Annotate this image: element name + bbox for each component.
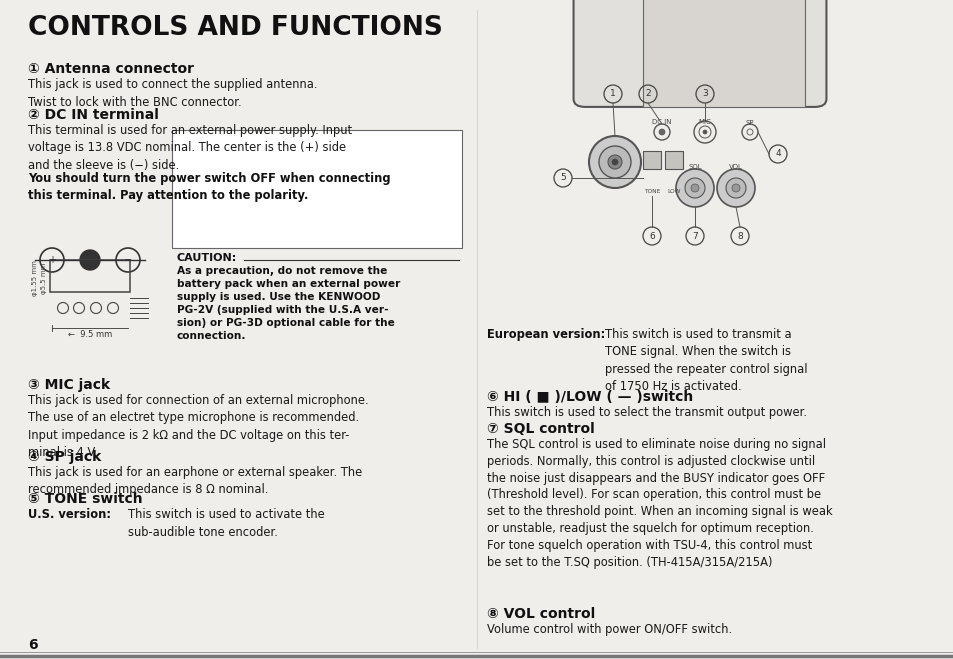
Text: ⑥ HI ( ■ )/LOW ( — )switch: ⑥ HI ( ■ )/LOW ( — )switch <box>486 390 693 404</box>
Text: LOW: LOW <box>666 189 680 194</box>
Ellipse shape <box>588 136 640 188</box>
Text: This switch is used to activate the
sub-audible tone encoder.: This switch is used to activate the sub-… <box>128 508 324 538</box>
Text: VOL: VOL <box>728 164 742 170</box>
Ellipse shape <box>598 146 630 178</box>
Ellipse shape <box>702 130 706 134</box>
Text: ④ SP jack: ④ SP jack <box>28 450 101 464</box>
Ellipse shape <box>725 178 745 198</box>
FancyBboxPatch shape <box>642 0 804 107</box>
Text: CAUTION:: CAUTION: <box>177 253 237 263</box>
Ellipse shape <box>80 250 100 270</box>
Text: Volume control with power ON/OFF switch.: Volume control with power ON/OFF switch. <box>486 623 731 636</box>
Text: −: − <box>124 255 132 265</box>
Text: ⑦ SQL control: ⑦ SQL control <box>486 422 594 436</box>
Text: +: + <box>48 255 56 265</box>
Text: φ5.5 mm: φ5.5 mm <box>41 262 47 294</box>
Ellipse shape <box>690 184 699 192</box>
Text: 1: 1 <box>610 90 616 98</box>
Text: ② DC IN terminal: ② DC IN terminal <box>28 108 159 122</box>
FancyBboxPatch shape <box>664 151 682 169</box>
Text: This switch is used to transmit a
TONE signal. When the switch is
pressed the re: This switch is used to transmit a TONE s… <box>604 328 806 393</box>
Text: U.S. version:: U.S. version: <box>28 508 111 521</box>
Text: MIC: MIC <box>698 119 711 125</box>
Text: ⑧ VOL control: ⑧ VOL control <box>486 607 595 621</box>
FancyBboxPatch shape <box>172 130 461 248</box>
Text: 8: 8 <box>737 231 742 241</box>
Text: ③ MIC jack: ③ MIC jack <box>28 378 110 392</box>
Text: European version:: European version: <box>486 328 604 341</box>
Ellipse shape <box>607 155 621 169</box>
FancyBboxPatch shape <box>573 0 825 107</box>
Text: φ1.55 mm: φ1.55 mm <box>32 260 38 296</box>
Text: TONE: TONE <box>643 189 659 194</box>
Text: 4: 4 <box>775 150 780 159</box>
Text: This terminal is used for an external power supply. Input
voltage is 13.8 VDC no: This terminal is used for an external po… <box>28 124 352 172</box>
Text: CONTROLS AND FUNCTIONS: CONTROLS AND FUNCTIONS <box>28 15 442 41</box>
Text: You should turn the power switch OFF when connecting
this terminal. Pay attentio: You should turn the power switch OFF whe… <box>28 172 390 202</box>
Text: This jack is used for an earphone or external speaker. The
recommended impedance: This jack is used for an earphone or ext… <box>28 466 362 496</box>
Text: SQL: SQL <box>687 164 701 170</box>
Text: 6: 6 <box>28 638 37 652</box>
Text: ① Antenna connector: ① Antenna connector <box>28 62 193 76</box>
Text: 5: 5 <box>559 173 565 183</box>
Ellipse shape <box>676 169 713 207</box>
Text: 7: 7 <box>691 231 698 241</box>
Text: 2: 2 <box>644 90 650 98</box>
Text: 3: 3 <box>701 90 707 98</box>
Text: ⑤ TONE switch: ⑤ TONE switch <box>28 492 143 506</box>
Text: This jack is used to connect the supplied antenna.
Twist to lock with the BNC co: This jack is used to connect the supplie… <box>28 78 317 109</box>
Text: This jack is used for connection of an external microphone.
The use of an electr: This jack is used for connection of an e… <box>28 394 368 459</box>
Ellipse shape <box>612 159 618 165</box>
FancyBboxPatch shape <box>642 151 660 169</box>
Text: The SQL control is used to eliminate noise during no signal
periods. Normally, t: The SQL control is used to eliminate noi… <box>486 438 832 569</box>
Ellipse shape <box>684 178 704 198</box>
Text: DC IN: DC IN <box>652 119 671 125</box>
Text: SP: SP <box>745 120 754 126</box>
Ellipse shape <box>659 129 664 135</box>
Text: 6: 6 <box>648 231 654 241</box>
Ellipse shape <box>731 184 740 192</box>
Ellipse shape <box>717 169 754 207</box>
Text: This switch is used to select the transmit output power.: This switch is used to select the transm… <box>486 406 806 419</box>
Text: ←  9.5 mm: ← 9.5 mm <box>68 330 112 339</box>
Text: As a precaution, do not remove the
battery pack when an external power
supply is: As a precaution, do not remove the batte… <box>177 266 400 341</box>
